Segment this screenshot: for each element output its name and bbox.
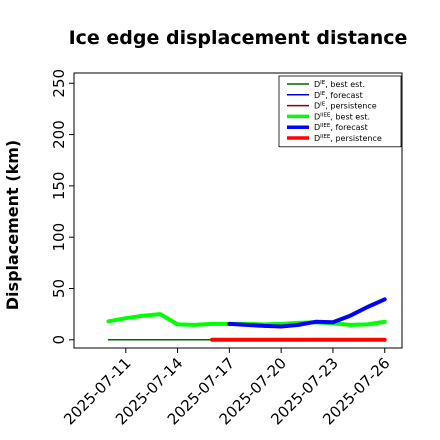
y-axis-label: Displacement (km) [3,140,22,310]
series-line-4 [227,297,387,329]
y-axis-ticks: 0 50 100 150 200 250 [50,69,74,345]
y-tick-label: 200 [50,120,68,149]
series-lines [106,297,387,342]
legend-entry: DIIEE, best est. [314,112,370,121]
y-tick-label: 150 [50,172,68,201]
y-tick-label: 50 [50,279,68,298]
legend-entry: DIE, best est. [314,80,365,89]
x-axis-ticks: 2025-07-112025-07-142025-07-172025-07-20… [60,348,394,428]
legend-entry: DIE, persistence [314,102,377,111]
legend-entry: DIIEE, forecast [314,123,368,132]
y-tick-label: 100 [50,223,68,252]
legend-entry: DIIEE, persistence [314,134,382,143]
legend-box [278,75,402,148]
chart-title: Ice edge displacement distance [69,27,408,49]
plot-frame [73,72,403,349]
y-tick-label: 0 [50,335,68,345]
legend-entry: DIE, forecast [314,91,363,100]
legend: DIE, best est. DIE, forecast DIE, persiste… [278,75,402,148]
y-tick-label: 250 [50,69,68,98]
